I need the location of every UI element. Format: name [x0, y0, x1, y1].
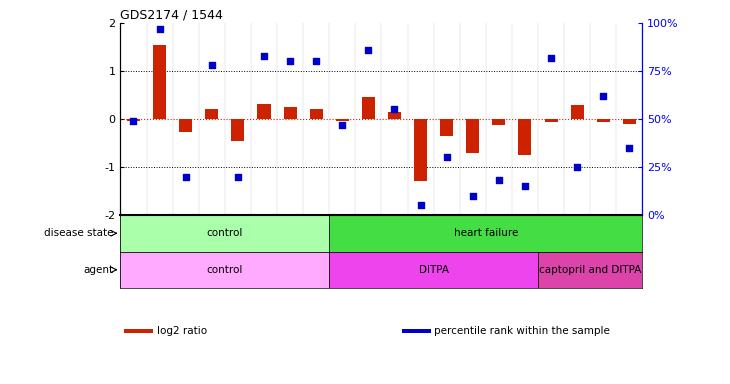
Bar	[538, 252, 642, 288]
Point	[623, 145, 635, 151]
Bar	[388, 112, 401, 119]
Point	[128, 118, 139, 124]
Point	[467, 193, 479, 199]
Bar	[205, 109, 218, 119]
Point	[363, 47, 374, 53]
Point	[284, 58, 296, 65]
Point	[206, 62, 218, 68]
Bar	[596, 119, 610, 122]
Bar	[402, 329, 431, 333]
Bar	[124, 329, 153, 333]
Point	[232, 174, 244, 180]
Bar	[329, 215, 642, 252]
Point	[180, 174, 191, 180]
Bar	[231, 119, 245, 141]
Text: percentile rank within the sample: percentile rank within the sample	[434, 326, 610, 336]
Bar	[492, 119, 505, 125]
Bar	[545, 119, 558, 122]
Bar	[440, 119, 453, 136]
Text: control: control	[207, 265, 243, 275]
Text: captopril and DITPA: captopril and DITPA	[539, 265, 642, 275]
Point	[441, 154, 453, 161]
Bar	[414, 119, 427, 182]
Text: log2 ratio: log2 ratio	[157, 326, 207, 336]
Bar	[179, 119, 192, 132]
Bar	[329, 252, 538, 288]
Point	[154, 26, 166, 32]
Text: GDS2174 / 1544: GDS2174 / 1544	[120, 9, 223, 22]
Bar	[623, 119, 636, 124]
Point	[545, 55, 557, 61]
Text: DITPA: DITPA	[418, 265, 449, 275]
Bar	[120, 215, 329, 252]
Point	[415, 202, 426, 209]
Text: disease state: disease state	[44, 228, 113, 238]
Bar	[336, 119, 349, 121]
Bar	[258, 104, 271, 119]
Bar	[571, 105, 584, 119]
Point	[493, 177, 504, 184]
Bar	[362, 98, 375, 119]
Text: agent: agent	[83, 265, 113, 275]
Bar	[518, 119, 531, 155]
Point	[337, 122, 348, 128]
Point	[572, 164, 583, 170]
Bar	[127, 119, 140, 121]
Point	[597, 93, 609, 99]
Point	[258, 53, 270, 59]
Bar	[120, 252, 329, 288]
Text: heart failure: heart failure	[453, 228, 518, 238]
Point	[388, 106, 400, 113]
Bar	[310, 109, 323, 119]
Bar	[153, 45, 166, 119]
Bar	[283, 107, 296, 119]
Bar	[466, 119, 480, 153]
Text: control: control	[207, 228, 243, 238]
Point	[310, 58, 322, 65]
Point	[519, 183, 531, 189]
